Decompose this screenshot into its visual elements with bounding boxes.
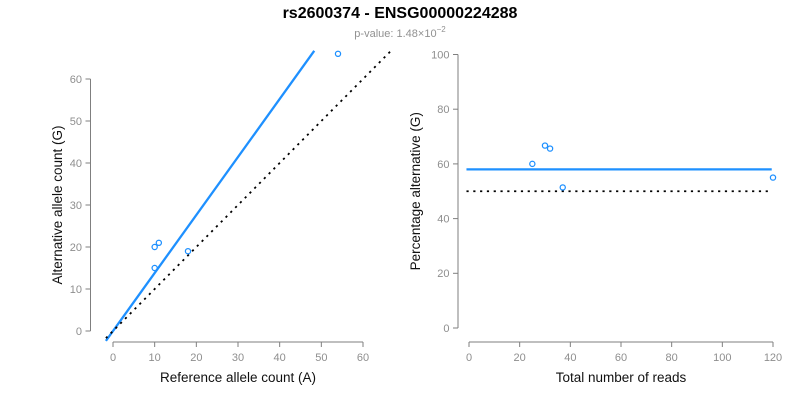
y-tick-label: 0 xyxy=(76,326,82,338)
figure-title: rs2600374 - ENSG00000224288 xyxy=(282,5,518,22)
y-tick-label: 20 xyxy=(437,268,449,280)
x-axis-title: Total number of reads xyxy=(556,370,687,385)
right-plot: 0 20 40 60 80 100 0 20 40 60 80 100 120 Total number … xyxy=(408,49,782,385)
data-point xyxy=(559,184,566,191)
y-tick-label: 20 xyxy=(70,242,82,254)
y-tick-label: 50 xyxy=(70,116,82,128)
x-tick-label: 20 xyxy=(190,352,202,364)
y-tick-label: 10 xyxy=(70,284,82,296)
x-tick-label: 0 xyxy=(110,352,116,364)
x-tick-label: 100 xyxy=(713,352,731,364)
x-tick-label: 20 xyxy=(514,352,526,364)
y-tick-label: 80 xyxy=(437,104,449,116)
pvalue-text: p-value: 1.48×10 xyxy=(354,28,437,40)
x-tick-label: 40 xyxy=(564,352,576,364)
data-point xyxy=(769,174,777,181)
y-axis-title: Alternative allele count (G) xyxy=(50,125,65,284)
x-tick-label: 50 xyxy=(315,352,327,364)
y-tick-label: 0 xyxy=(443,323,449,335)
x-tick-label: 60 xyxy=(615,352,627,364)
x-tick-label: 40 xyxy=(274,352,286,364)
x-tick-label: 30 xyxy=(232,352,244,364)
y-tick-label: 40 xyxy=(437,214,449,226)
data-point xyxy=(151,264,158,272)
identity-line xyxy=(105,51,391,339)
data-point xyxy=(151,243,158,251)
x-tick-label: 80 xyxy=(666,352,678,364)
x-tick-label: 60 xyxy=(357,352,369,364)
y-tick-label: 60 xyxy=(70,74,82,86)
y-tick-label: 30 xyxy=(70,200,82,212)
data-point xyxy=(546,145,554,152)
x-tick-label: 120 xyxy=(764,352,782,364)
fit-line xyxy=(104,50,316,342)
x-axis-title: Reference allele count (A) xyxy=(160,370,316,385)
data-point xyxy=(334,50,342,58)
left-plot: 0 10 20 30 40 50 60 0 10 20 30 40 50 60 Reference alle… xyxy=(50,50,391,385)
y-tick-label: 40 xyxy=(70,158,82,170)
y-tick-label: 60 xyxy=(437,159,449,171)
pvalue-exponent: −2 xyxy=(436,25,446,34)
y-axis-title: Percentage alternative (G) xyxy=(408,112,423,270)
data-point xyxy=(184,247,192,255)
data-point xyxy=(541,142,549,149)
data-point xyxy=(155,239,163,247)
data-point xyxy=(529,160,536,168)
pvalue-subtitle: p-value: 1.48×10−2 xyxy=(0,25,800,40)
y-tick-label: 100 xyxy=(431,49,449,61)
x-tick-label: 0 xyxy=(466,352,472,364)
x-tick-label: 10 xyxy=(149,352,161,364)
